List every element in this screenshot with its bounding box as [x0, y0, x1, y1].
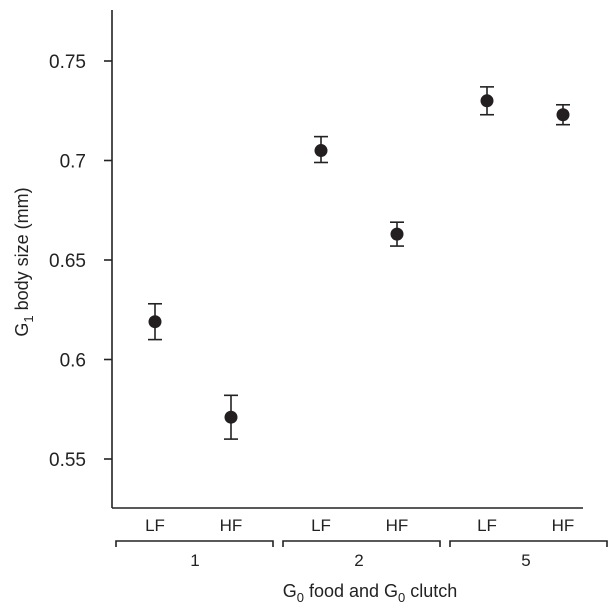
- x-category-label: HF: [220, 516, 243, 535]
- group-label: 1: [190, 551, 199, 570]
- x-category-label: HF: [552, 516, 575, 535]
- group-label: 2: [354, 551, 363, 570]
- data-point: [390, 227, 404, 241]
- data-point: [224, 410, 238, 424]
- data-point: [148, 315, 162, 329]
- x-category-label: HF: [386, 516, 409, 535]
- y-ticks: 0.55 0.6 0.65 0.7 0.75: [49, 52, 112, 471]
- y-axis-title: G1 body size (mm): [12, 187, 36, 336]
- category-labels: LF HF LF HF LF HF: [145, 516, 574, 535]
- y-tick-label: 0.7: [60, 152, 86, 173]
- group-bracket: [449, 540, 608, 547]
- y-tick-label: 0.75: [49, 52, 86, 73]
- group-brackets: 1 2 5: [115, 540, 608, 570]
- data-point: [556, 108, 570, 122]
- data-points: [148, 86, 570, 440]
- y-tick-label: 0.65: [49, 251, 86, 272]
- x-category-label: LF: [311, 516, 331, 535]
- x-category-label: LF: [145, 516, 165, 535]
- group-label: 5: [521, 551, 530, 570]
- data-point: [480, 94, 494, 108]
- data-point: [314, 144, 328, 158]
- y-tick-label: 0.55: [49, 450, 86, 471]
- x-category-label: LF: [477, 516, 497, 535]
- group-bracket: [115, 540, 274, 547]
- x-axis-title: G0 food and G0 clutch: [283, 581, 458, 605]
- group-bracket: [282, 540, 441, 547]
- y-tick-label: 0.6: [60, 351, 86, 372]
